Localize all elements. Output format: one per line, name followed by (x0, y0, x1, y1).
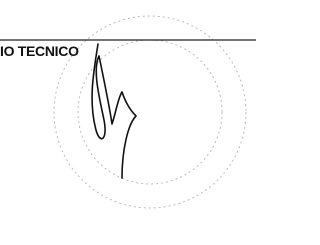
caption: IO TECNICO (0, 43, 79, 59)
signature (92, 44, 136, 178)
document-fragment: IO TECNICO (0, 0, 256, 245)
stamp (54, 16, 246, 208)
scan-layer (0, 0, 256, 245)
